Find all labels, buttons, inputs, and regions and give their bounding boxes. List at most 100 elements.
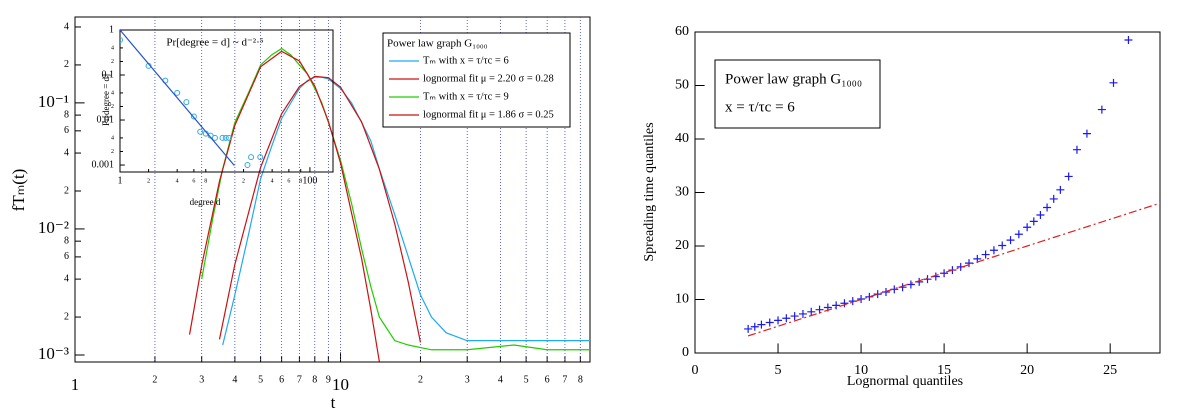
x-tick-label: 6 bbox=[545, 374, 550, 385]
x-tick-label: 6 bbox=[192, 178, 195, 184]
x-tick-label: 6 bbox=[279, 374, 284, 385]
point bbox=[183, 99, 190, 106]
x-tick-label: 8 bbox=[578, 374, 583, 385]
point bbox=[750, 322, 759, 331]
y-tick-label: 10⁻² bbox=[38, 218, 69, 237]
point bbox=[1056, 185, 1065, 194]
series-group bbox=[744, 36, 1160, 337]
x-tick-label: 6 bbox=[287, 178, 290, 184]
point bbox=[1064, 172, 1073, 181]
point bbox=[906, 280, 915, 289]
y-tick-label: 40 bbox=[675, 131, 689, 146]
y-tick-label: 2 bbox=[64, 59, 69, 70]
y-axis-label: fTₘ(t) bbox=[9, 169, 28, 212]
x-tick-label: 2 bbox=[418, 374, 423, 385]
point bbox=[840, 299, 849, 308]
annotation: x = τ/τc = 6 bbox=[725, 99, 795, 115]
x-tick-label: 2 bbox=[242, 178, 245, 184]
point bbox=[1072, 145, 1081, 154]
x-tick-label: 20 bbox=[1020, 363, 1034, 378]
y-tick-label: 0.001 bbox=[92, 159, 115, 170]
x-tick-label: 10 bbox=[332, 375, 349, 394]
point bbox=[1043, 203, 1052, 212]
x-tick-label: 4 bbox=[271, 178, 274, 184]
x-tick-label: 1 bbox=[118, 175, 123, 186]
y-tick-label: 0.1 bbox=[102, 69, 115, 80]
point bbox=[1049, 194, 1058, 203]
y-tick-label: 8 bbox=[64, 109, 69, 120]
point bbox=[790, 312, 799, 321]
point bbox=[782, 314, 791, 323]
x-tick-label: 8 bbox=[312, 374, 317, 385]
series-group bbox=[188, 47, 590, 362]
y-axis-label: Pr[degree = d] bbox=[101, 74, 111, 126]
point bbox=[244, 162, 251, 169]
x-tick-label: 5 bbox=[524, 374, 529, 385]
plot-frame bbox=[119, 29, 334, 173]
y-tick-label: 10 bbox=[675, 292, 689, 307]
y-tick-label: 60 bbox=[675, 24, 689, 39]
point bbox=[765, 318, 774, 327]
y-tick-label: 4 bbox=[111, 45, 114, 51]
y-axis-label: Spreading time quantiles bbox=[642, 122, 657, 261]
y-tick-label: 30 bbox=[675, 185, 689, 200]
y-tick-label: 50 bbox=[675, 78, 689, 93]
x-tick-label: 9 bbox=[326, 374, 331, 385]
y-tick-label: 1 bbox=[109, 24, 114, 35]
x-tick-label: 8 bbox=[204, 178, 207, 184]
x-tick-label: 5 bbox=[258, 374, 263, 385]
legend-label: lognormal fit μ = 2.20 σ = 0.28 bbox=[423, 73, 554, 84]
y-tick-label: 0 bbox=[682, 345, 689, 360]
x-tick-label: 0 bbox=[692, 363, 699, 378]
x-tick-label: 2 bbox=[152, 374, 157, 385]
point bbox=[1036, 210, 1045, 219]
point bbox=[174, 89, 181, 96]
point bbox=[1109, 78, 1118, 87]
point bbox=[798, 309, 807, 318]
y-tick-label: 2 bbox=[64, 185, 69, 196]
y-tick-label: 4 bbox=[111, 135, 114, 141]
x-tick-label: 4 bbox=[498, 374, 503, 385]
point bbox=[222, 134, 229, 141]
point bbox=[225, 134, 232, 141]
point bbox=[807, 307, 816, 316]
legend-label: Tₘ with x = τ/τc = 6 bbox=[423, 55, 509, 66]
point bbox=[120, 36, 123, 43]
y-tick-label: 4 bbox=[111, 90, 114, 96]
legend-label: lognormal fit μ = 1.86 σ = 0.25 bbox=[423, 109, 554, 120]
point bbox=[248, 154, 255, 161]
y-tick-label: 10⁻³ bbox=[38, 344, 69, 363]
x-tick-label: 7 bbox=[562, 374, 567, 385]
y-tick-label: 6 bbox=[64, 125, 69, 136]
x-tick-label: 1 bbox=[71, 375, 80, 394]
point bbox=[873, 290, 882, 299]
legend-label: Tₘ with x = τ/τc = 9 bbox=[423, 91, 509, 102]
annotation-box bbox=[714, 59, 881, 129]
series-line bbox=[188, 50, 380, 362]
point bbox=[190, 113, 197, 120]
y-tick-label: 2 bbox=[64, 311, 69, 322]
point bbox=[1082, 129, 1091, 138]
x-tick-label: 25 bbox=[1103, 363, 1117, 378]
y-tick-label: 8 bbox=[64, 235, 69, 246]
point bbox=[1124, 36, 1133, 45]
x-axis-label: degree d bbox=[190, 197, 221, 207]
point bbox=[1006, 236, 1015, 245]
y-tick-label: 10⁻¹ bbox=[38, 92, 69, 111]
plot-frame bbox=[74, 16, 591, 363]
point bbox=[989, 246, 998, 255]
point bbox=[965, 259, 974, 268]
y-tick-label: 2 bbox=[111, 104, 114, 110]
point bbox=[1014, 230, 1023, 239]
x-tick-label: 10 bbox=[854, 363, 868, 378]
point bbox=[757, 320, 766, 329]
y-tick-label: 20 bbox=[675, 238, 689, 253]
point bbox=[1023, 223, 1032, 232]
point bbox=[898, 283, 907, 292]
point bbox=[257, 154, 264, 161]
point bbox=[774, 316, 783, 325]
y-tick-label: 4 bbox=[64, 21, 69, 32]
point bbox=[744, 324, 753, 333]
